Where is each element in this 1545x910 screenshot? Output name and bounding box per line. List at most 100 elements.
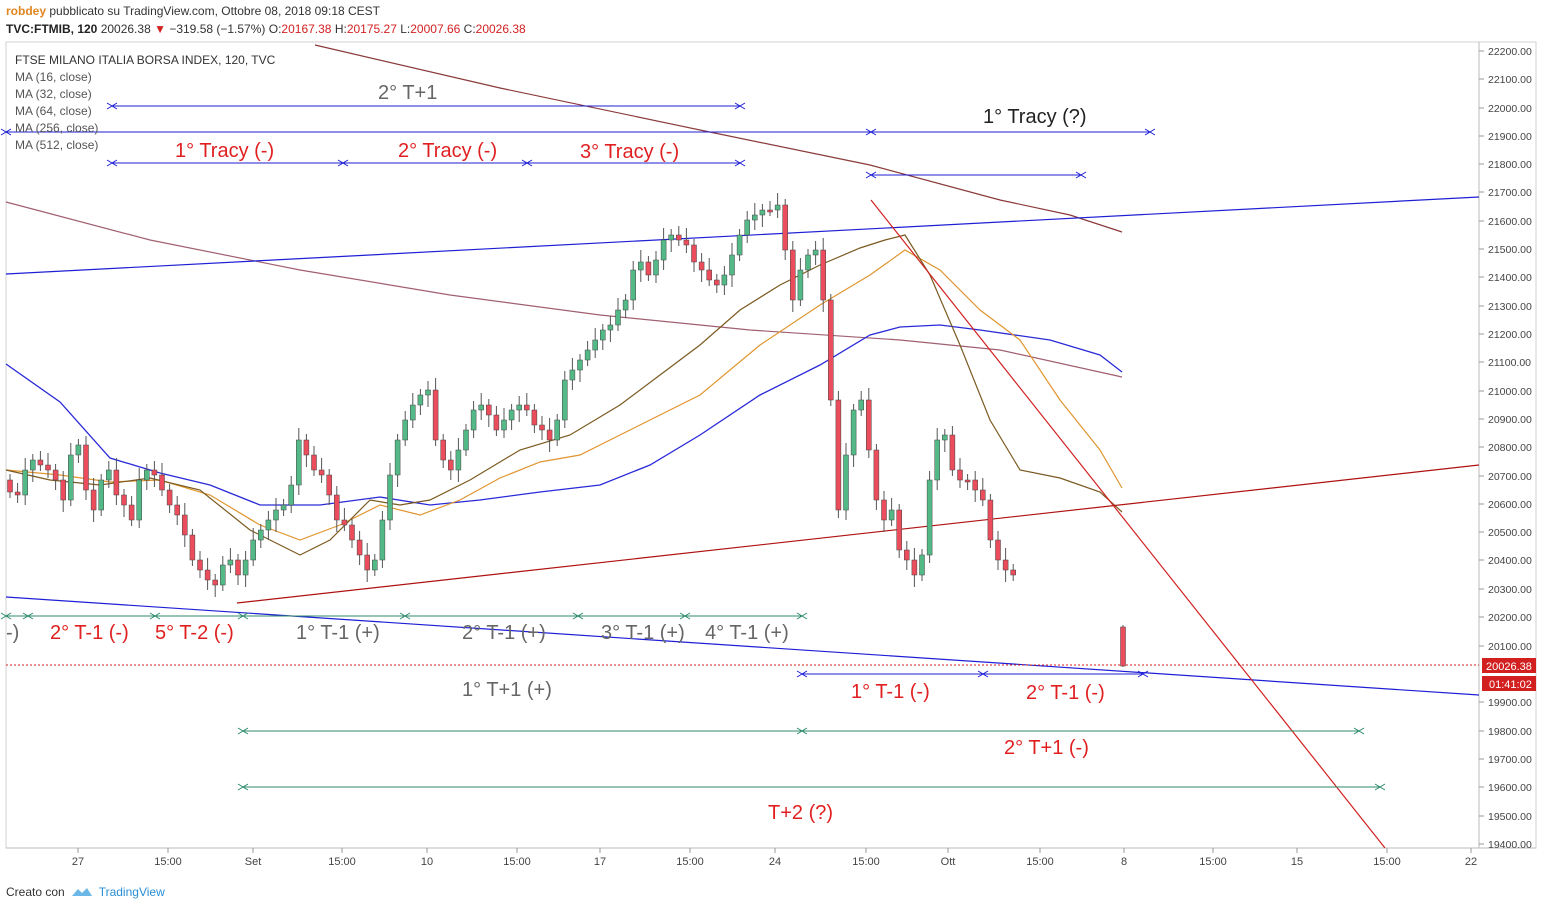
candle-body[interactable] [242, 559, 249, 576]
candle-body[interactable] [265, 519, 272, 531]
candle-body[interactable] [752, 214, 758, 221]
candle-body[interactable] [144, 469, 150, 481]
candle-body[interactable] [698, 261, 705, 271]
candle-body[interactable] [258, 529, 264, 541]
candle-body[interactable] [341, 519, 348, 526]
candle-body[interactable] [387, 474, 393, 521]
candle-body[interactable] [630, 269, 636, 301]
label-1-tracy[interactable]: 1° Tracy (-) [175, 140, 274, 162]
candle-body[interactable] [554, 419, 560, 441]
blue-lower-trendline[interactable] [5, 596, 1480, 696]
candle-body[interactable] [858, 399, 864, 411]
label-1-t-plus-1-pos[interactable]: 1° T+1 (+) [462, 679, 552, 701]
legend-ma-32[interactable]: MA (32, close) [15, 87, 92, 101]
candle-body[interactable] [166, 489, 173, 506]
candle-body[interactable] [888, 509, 895, 521]
candle-body[interactable] [212, 579, 218, 586]
candle-body[interactable] [402, 419, 408, 441]
candle-body[interactable] [683, 239, 690, 246]
candle-body[interactable] [288, 484, 294, 506]
candle-body[interactable] [706, 269, 712, 281]
candle-body[interactable] [151, 469, 158, 476]
candle-body[interactable] [227, 559, 234, 566]
candle-body[interactable] [980, 489, 986, 501]
candle-body[interactable] [75, 444, 82, 456]
candle-body[interactable] [934, 439, 940, 481]
candle-body[interactable] [562, 379, 568, 421]
candle-body[interactable] [774, 204, 781, 211]
candle-body[interactable] [850, 409, 857, 456]
candle-body[interactable] [676, 234, 682, 241]
candle-body[interactable] [318, 469, 325, 476]
candle-body[interactable] [843, 454, 849, 511]
tradingview-link[interactable]: TradingView [98, 885, 165, 899]
candle-body[interactable] [516, 404, 522, 411]
candle-body[interactable] [812, 249, 819, 256]
candle-body[interactable] [303, 439, 310, 456]
label-2-t-plus-1-neg[interactable]: 2° T+1 (-) [1004, 737, 1089, 759]
candle-body[interactable] [394, 439, 401, 476]
candle-body[interactable] [828, 299, 834, 401]
candle-body[interactable] [911, 559, 918, 576]
candle-body[interactable] [448, 459, 454, 471]
candle-body[interactable] [52, 469, 59, 481]
candle-body[interactable] [113, 469, 120, 496]
candle-body[interactable] [622, 299, 629, 311]
legend-ma-512[interactable]: MA (512, close) [15, 138, 99, 152]
candle-body[interactable] [607, 324, 614, 331]
candle-body[interactable] [964, 479, 971, 483]
label-2-t-minus-1-neg-right[interactable]: 2° T-1 (-) [1026, 682, 1105, 704]
candle-body[interactable] [615, 309, 621, 326]
candle-body[interactable] [60, 479, 66, 501]
candle-body[interactable] [638, 261, 644, 271]
candle-body[interactable] [379, 519, 386, 561]
candle-body[interactable] [584, 349, 591, 361]
candle-body[interactable] [136, 479, 142, 521]
candle-body[interactable] [721, 274, 728, 286]
candle-body[interactable] [501, 419, 507, 431]
candle-body[interactable] [600, 329, 606, 341]
red-falling-trendline[interactable] [870, 199, 1386, 849]
candle-body[interactable] [1120, 626, 1126, 667]
label-3-tracy[interactable]: 3° Tracy (-) [580, 141, 679, 163]
candle-body[interactable] [486, 404, 492, 416]
candle-body[interactable] [197, 559, 203, 571]
label-1-tracy-q[interactable]: 1° Tracy (?) [983, 106, 1087, 128]
candle-body[interactable] [987, 499, 994, 541]
candle-body[interactable] [524, 404, 530, 411]
candle-body[interactable] [311, 454, 317, 471]
candle-body[interactable] [326, 474, 332, 496]
legend-ma-64[interactable]: MA (64, close) [15, 104, 92, 118]
candle-body[interactable] [729, 254, 735, 276]
candle-body[interactable] [22, 469, 28, 496]
candle-body[interactable] [660, 239, 667, 261]
candle-body[interactable] [782, 204, 788, 251]
candle-body[interactable] [949, 434, 956, 471]
candle-body[interactable] [653, 259, 659, 276]
blue-upper-trendline[interactable] [5, 196, 1480, 275]
label-5-t-minus-2-neg[interactable]: 5° T-2 (-) [155, 622, 234, 644]
candle-body[interactable] [577, 359, 583, 371]
candle-body[interactable] [508, 409, 515, 421]
candle-body[interactable] [372, 559, 378, 571]
candle-body[interactable] [896, 509, 902, 551]
candle-body[interactable] [1002, 559, 1009, 571]
candle-body[interactable] [1010, 569, 1016, 576]
candle-body[interactable] [668, 234, 674, 241]
red-rising-trendline[interactable] [236, 464, 1480, 604]
candle-body[interactable] [546, 429, 553, 441]
candlestick-series[interactable] [7, 193, 1126, 667]
time-axis[interactable]: 27 15:00 Set 15:00 10 15:00 17 15:00 24 15:00 Ott 1… [72, 848, 1477, 868]
candle-body[interactable] [957, 469, 963, 481]
candle-body[interactable] [767, 209, 773, 213]
candle-body[interactable] [790, 249, 796, 301]
candle-body[interactable] [364, 554, 370, 571]
candle-body[interactable] [835, 399, 842, 511]
candle-body[interactable] [569, 369, 576, 381]
label-4-t-minus-1-pos[interactable]: 4° T-1 (+) [705, 622, 789, 644]
label-1-t-minus-1-neg-right[interactable]: 1° T-1 (-) [851, 681, 930, 703]
candle-body[interactable] [493, 414, 500, 431]
candle-body[interactable] [539, 424, 545, 431]
candle-body[interactable] [873, 449, 880, 501]
candle-body[interactable] [45, 464, 51, 471]
